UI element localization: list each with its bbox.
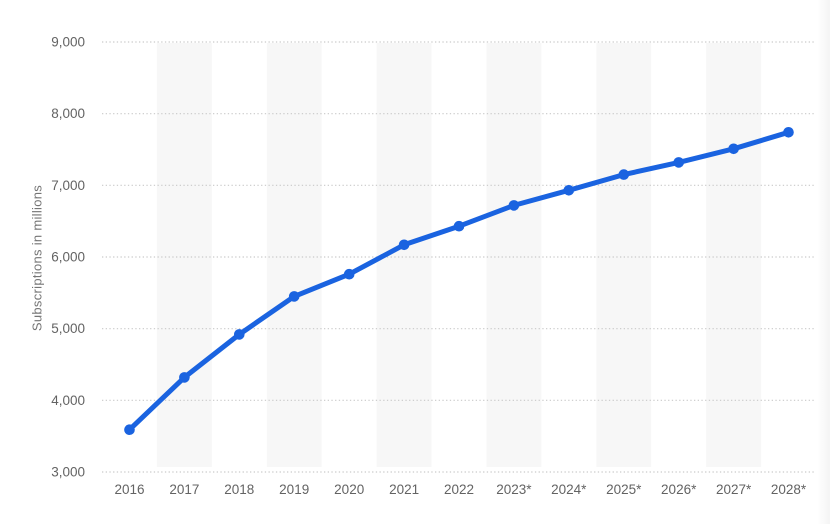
y-tick-label: 6,000: [51, 250, 85, 265]
x-tick-label: 2027*: [716, 482, 752, 497]
data-point[interactable]: [783, 127, 794, 138]
x-tick-label: 2021: [389, 482, 419, 497]
y-tick-label: 4,000: [51, 393, 85, 408]
data-line: [127, 129, 791, 433]
data-point[interactable]: [508, 200, 520, 211]
data-point[interactable]: [673, 157, 684, 168]
alt-year-band: [156, 43, 212, 467]
y-tick-label: 3,000: [51, 465, 85, 480]
data-point[interactable]: [563, 185, 575, 196]
y-tick-label: 5,000: [51, 321, 85, 336]
alt-year-band: [266, 43, 322, 467]
data-point[interactable]: [124, 424, 135, 436]
x-tick-label: 2016: [114, 482, 144, 497]
data-point[interactable]: [234, 329, 245, 340]
x-tick-label: 2018: [224, 482, 254, 497]
x-tick-label: 2022: [444, 482, 474, 497]
x-tick-label: 2025*: [606, 482, 642, 497]
x-tick-label: 2023*: [496, 482, 532, 497]
data-point[interactable]: [618, 169, 630, 180]
x-tick-label: 2019: [279, 482, 309, 497]
alt-year-band: [596, 43, 652, 467]
y-axis-title: Subscriptions in millions: [29, 184, 45, 332]
data-point[interactable]: [453, 220, 465, 232]
x-tick-label: 2024*: [551, 482, 587, 497]
data-point[interactable]: [728, 143, 739, 155]
data-point[interactable]: [179, 372, 190, 383]
x-tick-label: 2020: [334, 482, 364, 497]
y-tick-label: 7,000: [51, 178, 85, 193]
y-tick-label: 9,000: [51, 35, 85, 50]
alt-year-band: [486, 43, 542, 467]
data-point[interactable]: [398, 239, 410, 251]
y-tick-label: 8,000: [51, 106, 85, 121]
x-tick-label: 2026*: [661, 482, 697, 497]
alt-year-band: [706, 43, 762, 467]
x-tick-label: 2028*: [771, 482, 807, 497]
data-point[interactable]: [343, 268, 355, 280]
data-point[interactable]: [288, 291, 300, 302]
x-tick-label: 2017: [169, 482, 199, 497]
